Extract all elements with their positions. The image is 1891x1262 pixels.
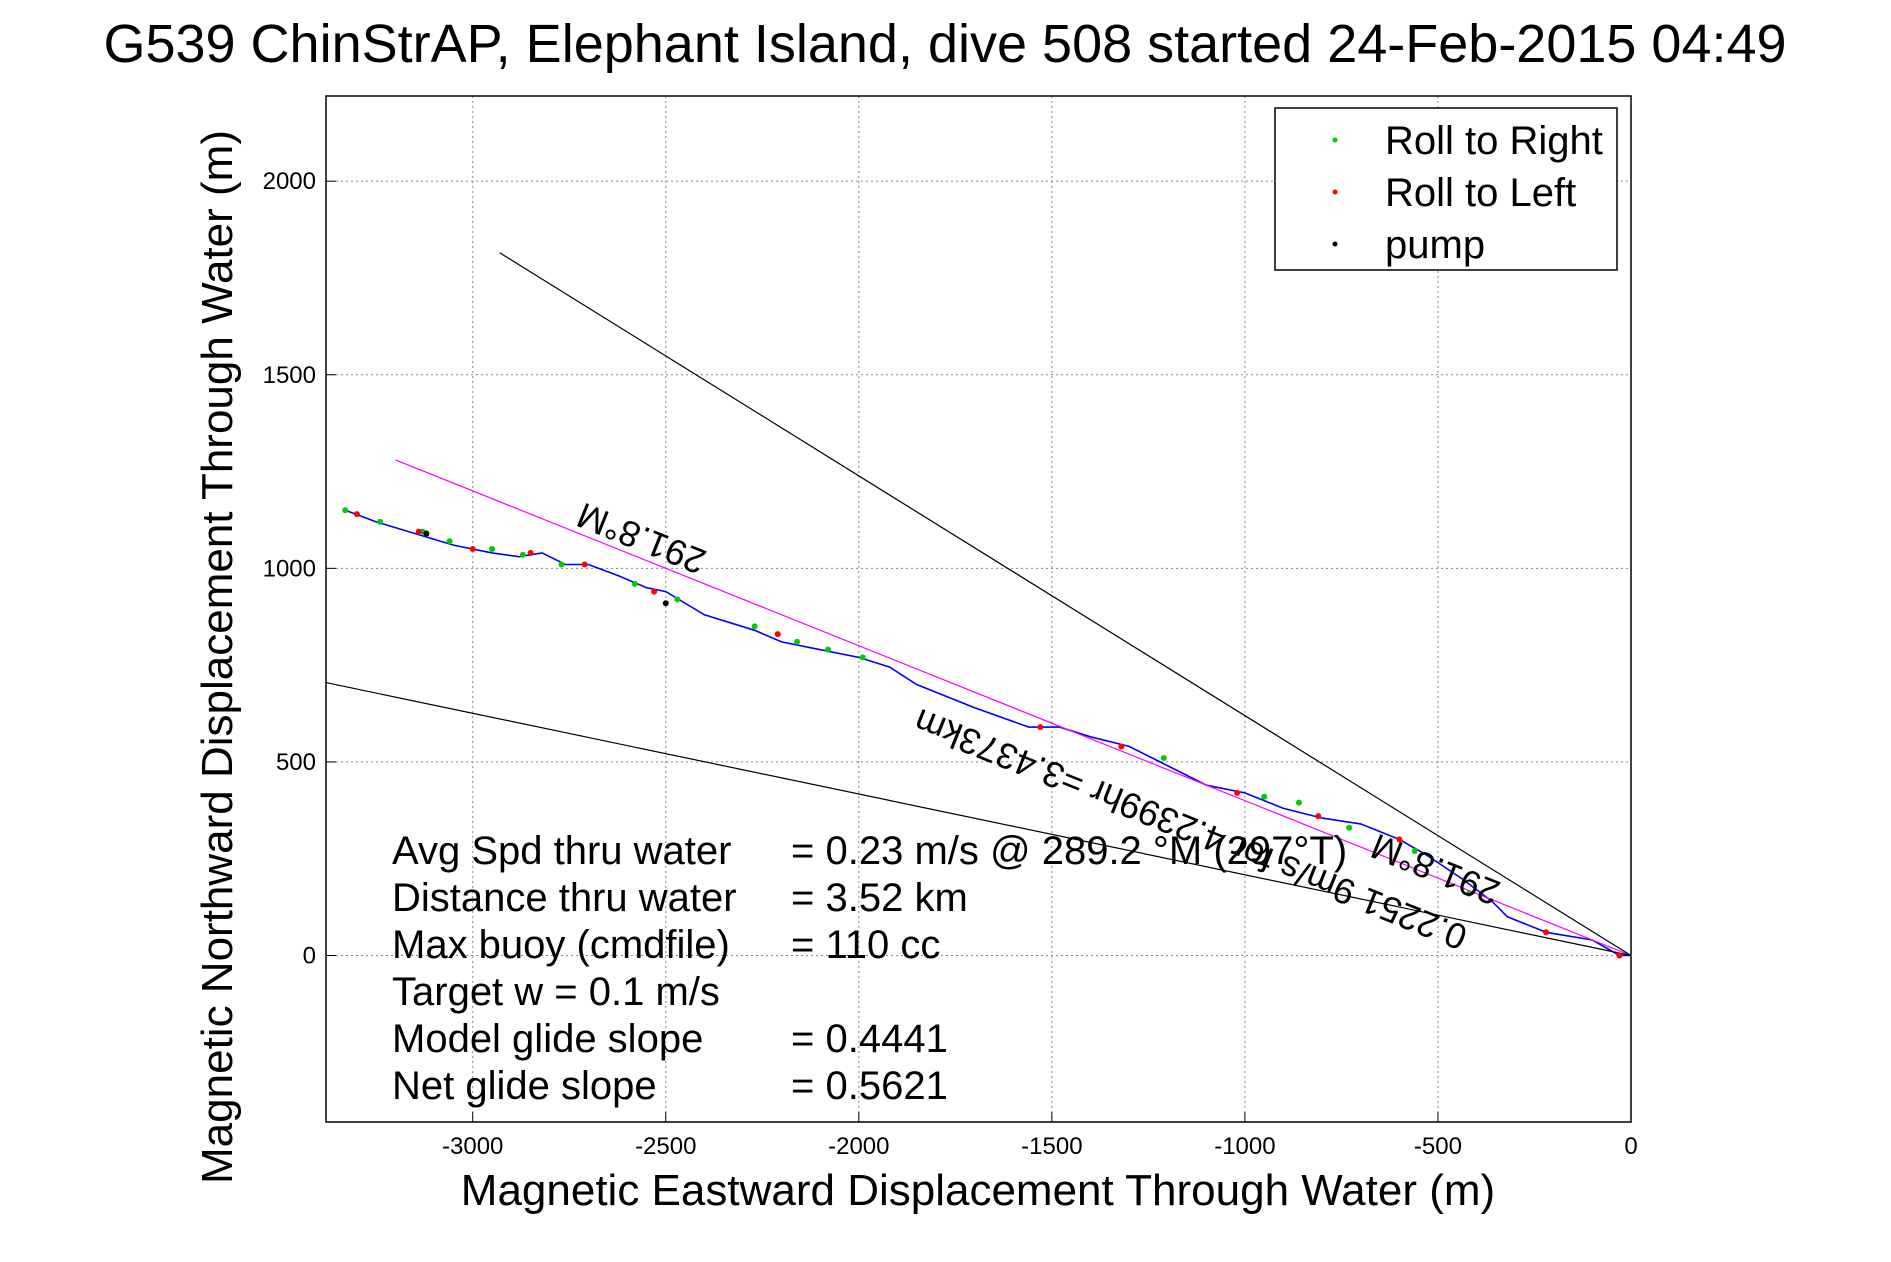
- roll-right-marker: [1411, 847, 1418, 854]
- roll-left-marker: [581, 561, 588, 568]
- stats-value: = 0.4441: [791, 1017, 948, 1061]
- roll-right-marker: [446, 538, 453, 545]
- y-tick-label: 0: [303, 943, 316, 970]
- roll-left-marker: [651, 588, 658, 595]
- legend-label: pump: [1385, 223, 1485, 267]
- roll-right-marker: [342, 507, 349, 514]
- roll-right-marker: [489, 545, 496, 552]
- x-tick-label: 0: [1624, 1133, 1637, 1160]
- roll-left-marker: [1616, 952, 1623, 959]
- stats-label: Target w = 0.1 m/s: [392, 970, 720, 1014]
- legend-marker: [1332, 137, 1338, 143]
- x-tick-label: -2500: [635, 1133, 696, 1160]
- legend-marker: [1332, 241, 1338, 247]
- glider-track-line: [345, 509, 1631, 957]
- x-axis-label: Magnetic Eastward Displacement Through W…: [461, 1166, 1495, 1215]
- roll-left-marker: [1118, 743, 1125, 750]
- roll-left-marker: [1315, 813, 1322, 820]
- x-tick-label: -2000: [828, 1133, 889, 1160]
- roll-right-marker: [1160, 755, 1167, 762]
- x-tick-label: -1500: [1021, 1133, 1082, 1160]
- roll-right-marker: [1465, 890, 1472, 897]
- roll-right-marker: [631, 580, 638, 587]
- y-tick-label: 2000: [263, 168, 316, 195]
- roll-left-marker: [415, 528, 422, 535]
- roll-right-marker: [558, 561, 565, 568]
- legend-box: [1274, 107, 1618, 271]
- roll-left-marker: [469, 545, 476, 552]
- stats-label: Distance thru water: [392, 876, 737, 920]
- axis-ticks: -3000 -2500 -2000 -1500 -1000 -500 0 0 500 1000 15…: [263, 168, 1638, 1160]
- roll-right-marker: [674, 596, 681, 603]
- plot-frame: [325, 95, 1632, 1123]
- roll-left-marker: [353, 511, 360, 518]
- x-tick-label: -500: [1414, 1133, 1462, 1160]
- roll-right-marker: [824, 646, 831, 653]
- roll-left-marker: [774, 631, 781, 638]
- y-tick-label: 1500: [263, 362, 316, 389]
- roll-left-marker: [527, 549, 534, 556]
- roll-left-marker: [1234, 789, 1241, 796]
- pump-marker: [423, 530, 430, 537]
- stats-block: Avg Spd thru water = 0.23 m/s @ 289.2 °M …: [392, 829, 1347, 1108]
- legend: Roll to Right Roll to Left pump: [1274, 107, 1618, 271]
- stats-value: = 110 cc: [791, 923, 940, 967]
- roll-right-marker: [859, 654, 866, 661]
- y-tick-label: 1000: [263, 555, 316, 582]
- heading-line: [395, 459, 1632, 957]
- stats-label: Avg Spd thru water: [392, 829, 731, 873]
- data-markers: [342, 507, 1623, 959]
- y-axis-label: Magnetic Northward Displacement Through …: [193, 130, 242, 1184]
- data-series: [325, 252, 1632, 957]
- legend-label: Roll to Right: [1385, 119, 1603, 163]
- roll-left-marker: [1037, 724, 1044, 731]
- legend-marker: [1332, 189, 1338, 195]
- stats-label: Net glide slope: [392, 1064, 657, 1108]
- plot-area: -3000 -2500 -2000 -1500 -1000 -500 0 0 500 1000 15…: [263, 95, 1638, 1160]
- stats-label: Max buoy (cmdfile): [392, 923, 730, 967]
- pump-marker: [662, 600, 669, 607]
- chart-title: G539 ChinStrAP, Elephant Island, dive 50…: [103, 14, 1786, 74]
- roll-right-marker: [519, 551, 526, 558]
- stats-label: Model glide slope: [392, 1017, 703, 1061]
- roll-right-marker: [751, 623, 758, 630]
- bounding-line-lower: [325, 682, 1632, 957]
- bounding-line-upper: [499, 252, 1632, 957]
- roll-left-marker: [1543, 929, 1550, 936]
- x-tick-label: -3000: [442, 1133, 503, 1160]
- stats-value: = 3.52 km: [791, 876, 968, 920]
- heading-label-upper: 291.8°M: [571, 495, 711, 583]
- roll-left-marker: [1396, 836, 1403, 843]
- stats-value: = 0.5621: [791, 1064, 948, 1108]
- roll-right-marker: [377, 518, 384, 525]
- y-tick-label: 500: [276, 749, 316, 776]
- roll-right-marker: [1346, 824, 1353, 831]
- legend-label: Roll to Left: [1385, 171, 1576, 215]
- roll-right-marker: [1261, 793, 1268, 800]
- x-tick-label: -1000: [1214, 1133, 1275, 1160]
- stats-value: = 0.23 m/s @ 289.2 °M (297°T): [791, 829, 1347, 873]
- roll-right-marker: [1295, 799, 1302, 806]
- roll-right-marker: [794, 638, 801, 645]
